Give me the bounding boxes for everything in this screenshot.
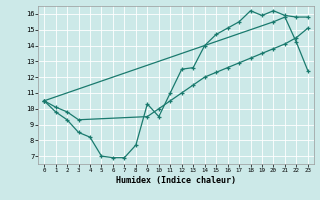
X-axis label: Humidex (Indice chaleur): Humidex (Indice chaleur): [116, 176, 236, 185]
